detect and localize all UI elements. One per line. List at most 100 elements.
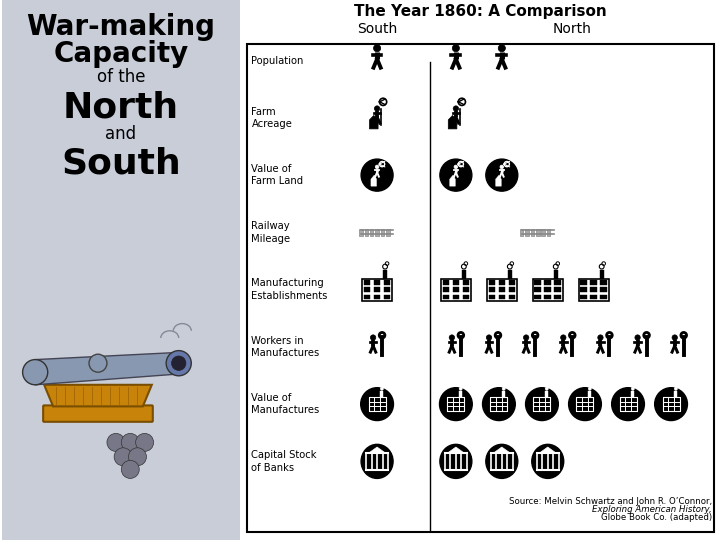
Bar (441, 279, 471, 301)
Ellipse shape (440, 444, 472, 478)
Circle shape (569, 388, 601, 421)
Bar (554, 294, 561, 299)
Circle shape (502, 387, 505, 390)
Bar (364, 287, 370, 292)
Circle shape (452, 45, 459, 52)
Bar (364, 280, 370, 285)
Bar (462, 294, 469, 299)
Text: Globe Book Co. (adapted): Globe Book Co. (adapted) (601, 513, 712, 522)
Polygon shape (449, 116, 457, 129)
Polygon shape (369, 116, 378, 129)
Text: Capital Stock
of Banks: Capital Stock of Banks (251, 450, 317, 472)
Bar (579, 279, 608, 301)
Bar (498, 287, 505, 292)
Polygon shape (494, 447, 510, 453)
Bar (462, 287, 469, 292)
Bar (600, 280, 607, 285)
Ellipse shape (532, 444, 564, 478)
Bar (508, 280, 515, 285)
Bar (374, 294, 380, 299)
Circle shape (561, 335, 566, 340)
Bar (490, 397, 508, 411)
Bar (375, 229, 379, 236)
Bar (534, 397, 550, 411)
Bar (554, 280, 561, 285)
Bar (364, 294, 370, 299)
Bar (462, 280, 469, 285)
Bar (380, 391, 383, 397)
Circle shape (588, 387, 591, 390)
Bar (580, 294, 587, 299)
Circle shape (672, 335, 678, 340)
Circle shape (374, 106, 379, 111)
Circle shape (498, 45, 505, 52)
Text: South: South (61, 147, 181, 181)
Bar (545, 391, 548, 397)
Ellipse shape (166, 350, 192, 376)
Circle shape (545, 387, 549, 390)
Bar (362, 279, 392, 301)
Bar (503, 391, 505, 397)
Bar (443, 287, 449, 292)
Bar (508, 294, 515, 299)
Bar (489, 287, 495, 292)
Circle shape (89, 354, 107, 372)
Circle shape (635, 335, 640, 340)
Text: and: and (105, 125, 137, 143)
Circle shape (523, 335, 529, 340)
Bar (541, 229, 545, 236)
Circle shape (654, 388, 688, 421)
Bar (600, 287, 607, 292)
Circle shape (439, 388, 472, 421)
Text: Source: Melvin Schwartz and John R. O’Connor,: Source: Melvin Schwartz and John R. O’Co… (509, 497, 712, 506)
Bar (662, 397, 680, 411)
Polygon shape (44, 385, 152, 407)
Bar (544, 287, 551, 292)
Bar (534, 287, 541, 292)
Bar (374, 280, 380, 285)
Bar (525, 229, 528, 236)
FancyBboxPatch shape (43, 406, 153, 422)
Circle shape (114, 448, 132, 466)
Circle shape (374, 45, 381, 52)
Circle shape (135, 434, 153, 451)
Bar (590, 294, 597, 299)
Bar (554, 287, 561, 292)
Circle shape (486, 159, 518, 191)
Bar (631, 391, 634, 397)
Text: South: South (357, 22, 397, 36)
Circle shape (486, 335, 492, 340)
Bar (453, 294, 459, 299)
Bar (384, 294, 390, 299)
Bar (498, 280, 505, 285)
Bar (443, 280, 449, 285)
Polygon shape (495, 175, 501, 186)
Bar (580, 287, 587, 292)
Circle shape (128, 448, 146, 466)
Bar (453, 280, 459, 285)
Text: Population: Population (251, 56, 304, 66)
Circle shape (22, 360, 48, 385)
Bar (359, 229, 363, 236)
Text: North: North (552, 22, 591, 36)
Bar (544, 294, 551, 299)
Bar (459, 391, 462, 397)
Bar (447, 397, 464, 411)
Bar (381, 229, 384, 236)
Polygon shape (371, 175, 377, 186)
Bar (443, 294, 449, 299)
Text: Manufacturing
Establishments: Manufacturing Establishments (251, 279, 328, 301)
Bar (588, 391, 591, 397)
Circle shape (361, 159, 393, 191)
Circle shape (380, 387, 384, 390)
Bar (600, 269, 603, 279)
Circle shape (375, 165, 379, 168)
Text: of the: of the (96, 68, 145, 86)
Polygon shape (35, 353, 179, 385)
Polygon shape (450, 175, 455, 186)
Circle shape (459, 387, 462, 390)
Circle shape (361, 388, 393, 421)
Bar (534, 280, 541, 285)
Bar (489, 280, 495, 285)
Circle shape (526, 388, 558, 421)
